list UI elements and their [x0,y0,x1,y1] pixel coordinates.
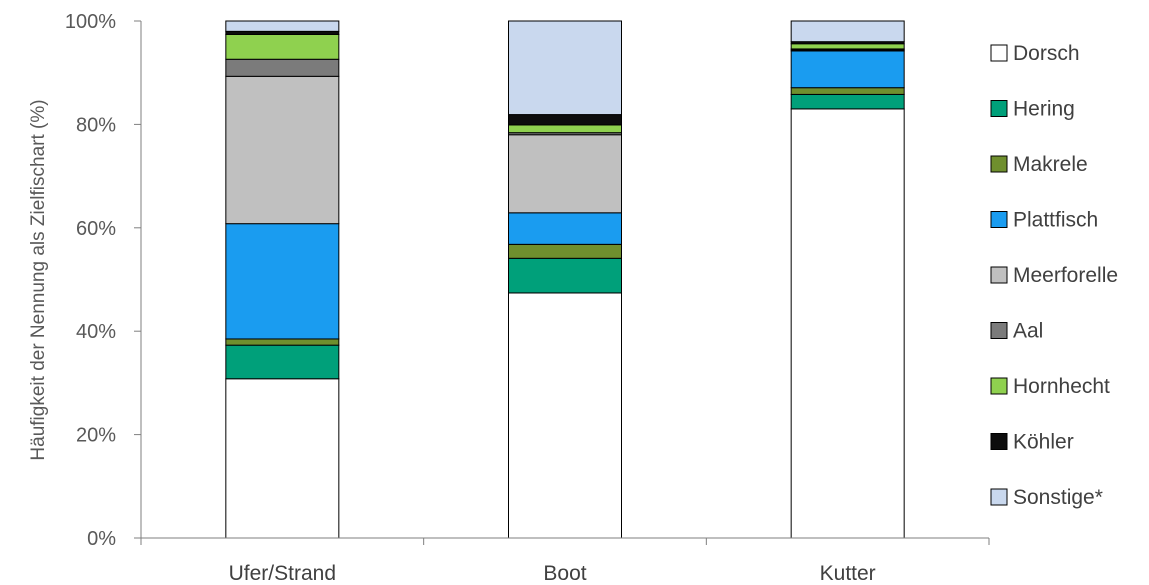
legend-label: Meerforelle [1013,264,1118,287]
legend-label: Hornhecht [1013,375,1110,398]
y-tick-label: 20% [76,425,116,447]
bar-segment-sonstige- [790,20,905,43]
bar-segment-makrele [225,338,340,346]
legend-swatch [990,211,1008,228]
legend-label: Hering [1013,98,1075,121]
bar-segment-hering [508,257,622,294]
legend-swatch [990,266,1008,284]
legend-swatch [990,377,1008,395]
x-category-label: Boot [543,562,586,585]
bars [225,20,905,539]
bar-segment-plattfisch [790,50,905,89]
bar-segment-hering [790,93,905,110]
axes [140,21,990,545]
x-axis-labels: Ufer/Strand Boot Kutter [229,562,876,585]
legend-label: Makrele [1013,153,1088,176]
y-axis-ticks: 0% 20% 40% 60% 80% 100% [65,11,141,550]
bar-segment-plattfisch [508,212,622,245]
bar-segment-dorsch [225,378,340,539]
bar-segment-hornhecht [225,33,340,60]
bar-segment-dorsch [508,292,622,539]
y-axis-title: Häufigkeit der Nennung als Zielfischart … [28,99,49,460]
bar-segment-sonstige- [508,20,622,116]
bar-segment-k-hler [508,114,622,126]
x-category-label: Ufer/Strand [229,562,336,585]
legend-label: Köhler [1013,431,1074,454]
legend-swatch [990,100,1008,117]
y-tick-label: 60% [76,218,116,240]
bar-segment-aal [225,58,340,77]
bar-segment-makrele [790,87,905,95]
y-tick-label: 40% [76,321,116,343]
bar-segment-meerforelle [508,134,622,214]
bar-segment-hering [225,344,340,380]
bar-segment-hornhecht [790,43,905,50]
legend-swatch [990,322,1008,339]
y-tick-label: 0% [87,528,116,550]
bar-segment-dorsch [790,108,905,539]
legend-label: Dorsch [1013,42,1080,65]
legend-label: Aal [1013,320,1043,343]
legend-swatch [990,488,1008,506]
bar-segment-sonstige- [225,20,340,32]
legend-swatch [990,44,1008,62]
y-tick-label: 100% [65,11,116,33]
x-category-label: Kutter [820,562,876,585]
bar-segment-plattfisch [225,223,340,340]
legend-label: Sonstige* [1013,486,1103,509]
legend-label: Plattfisch [1013,209,1098,232]
legend-swatch [990,155,1008,173]
bar-segment-meerforelle [225,75,340,225]
legend: Dorsch Hering Makrele Plattfisch Meerforelle… [990,42,1118,509]
y-tick-label: 80% [76,114,116,136]
legend-swatch [990,433,1008,450]
bar-segment-makrele [508,243,622,259]
bar-segment-hornhecht [508,124,622,134]
